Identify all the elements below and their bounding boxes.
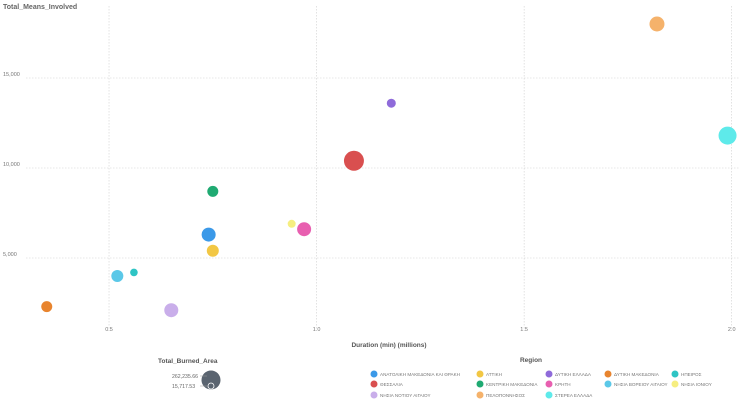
- y-axis-title: Total_Means_Involved: [3, 4, 77, 11]
- legend-label: ΚΕΝΤΡΙΚΗ ΜΑΚΕΔΟΝΙΑ: [486, 382, 538, 387]
- legend-marker: [671, 370, 679, 378]
- legend-label: ΠΕΛΟΠΟΝΝΗΣΟΣ: [486, 393, 525, 398]
- legend-marker: [545, 380, 553, 388]
- legend-label: ΑΝΑΤΟΛΙΚΗ ΜΑΚΕΔΟΝΙΑ ΚΑΙ ΘΡΑΚΗ: [380, 372, 460, 377]
- y-tick-label: 15,000: [3, 72, 20, 78]
- legend-marker: [604, 380, 612, 388]
- data-point[interactable]: [201, 227, 216, 242]
- data-points[interactable]: [41, 16, 737, 318]
- x-tick-label: 2.0: [728, 327, 736, 333]
- x-tick-label: 0.5: [105, 327, 113, 333]
- legend-marker: [545, 391, 553, 399]
- data-point[interactable]: [343, 150, 364, 171]
- data-point[interactable]: [41, 301, 53, 313]
- data-point[interactable]: [207, 185, 219, 197]
- legend-marker: [370, 391, 378, 399]
- legend-label: ΗΠΕΙΡΟΣ: [681, 372, 702, 377]
- x-tick-label: 1.0: [313, 327, 321, 333]
- legend-label: ΝΗΣΙΑ ΙΟΝΙΟΥ: [681, 382, 712, 387]
- legend-label: ΔΥΤΙΚΗ ΕΛΛΑΔΑ: [555, 372, 592, 377]
- legend-marker: [545, 370, 553, 378]
- data-point[interactable]: [287, 219, 296, 228]
- legend-items[interactable]: ΑΝΑΤΟΛΙΚΗ ΜΑΚΕΔΟΝΙΑ ΚΑΙ ΘΡΑΚΗ ΑΤΤΙΚΗ ΔΥΤΙΚ…: [370, 370, 712, 399]
- legend-marker: [476, 380, 484, 388]
- x-axis-title: Duration (min) (millions): [351, 342, 426, 349]
- legend-title: Region: [520, 357, 542, 364]
- size-legend-title: Total_Burned_Area: [158, 358, 218, 365]
- y-tick-label: 5,000: [3, 252, 17, 258]
- size-legend: Total_Burned_Area 262,235.66 15,717.53: [158, 358, 221, 390]
- data-point[interactable]: [130, 268, 138, 277]
- legend-label: ΣΤΕΡΕΑ ΕΛΛΑΔΑ: [555, 393, 593, 398]
- legend-label: ΝΗΣΙΑ ΝΟΤΙΟΥ ΑΙΓΑΙΟΥ: [380, 393, 431, 398]
- grid-layer: [26, 6, 740, 330]
- data-point[interactable]: [386, 98, 396, 108]
- legend-marker: [476, 370, 484, 378]
- legend-label: ΚΡΗΤΗ: [555, 382, 571, 387]
- legend-label: ΘΕΣΣΑΛΙΑ: [380, 382, 404, 387]
- x-tick-label: 1.5: [520, 327, 528, 333]
- legend-marker: [476, 391, 484, 399]
- data-point[interactable]: [111, 270, 124, 282]
- size-legend-large-bubble: [201, 370, 221, 390]
- y-tick-label: 10,000: [3, 162, 20, 168]
- size-legend-max-label: 262,235.66: [172, 374, 198, 380]
- legend-marker: [370, 380, 378, 388]
- x-tick-labels: 0.5 1.0 1.5 2.0: [105, 327, 735, 333]
- data-point[interactable]: [206, 244, 219, 257]
- data-point[interactable]: [718, 126, 737, 145]
- legend-label: ΝΗΣΙΑ ΒΟΡΕΙΟΥ ΑΙΓΑΙΟΥ: [614, 382, 668, 387]
- size-legend-min-label: 15,717.53: [172, 384, 195, 390]
- legend-marker: [671, 380, 679, 388]
- legend-label: ΑΤΤΙΚΗ: [486, 372, 502, 377]
- size-legend-small-bubble: [207, 382, 215, 390]
- y-tick-labels: 5,000 10,000 15,000: [3, 72, 20, 258]
- legend-label: ΔΥΤΙΚΗ ΜΑΚΕΔΟΝΙΑ: [614, 372, 660, 377]
- data-point[interactable]: [164, 303, 179, 318]
- data-point[interactable]: [297, 222, 312, 237]
- legend-marker: [370, 370, 378, 378]
- legend-marker: [604, 370, 612, 378]
- data-point[interactable]: [649, 16, 665, 32]
- legend: Region ΑΝΑΤΟΛΙΚΗ ΜΑΚΕΔΟΝΙΑ ΚΑΙ ΘΡΑΚΗ ΑΤΤΙ…: [370, 357, 712, 399]
